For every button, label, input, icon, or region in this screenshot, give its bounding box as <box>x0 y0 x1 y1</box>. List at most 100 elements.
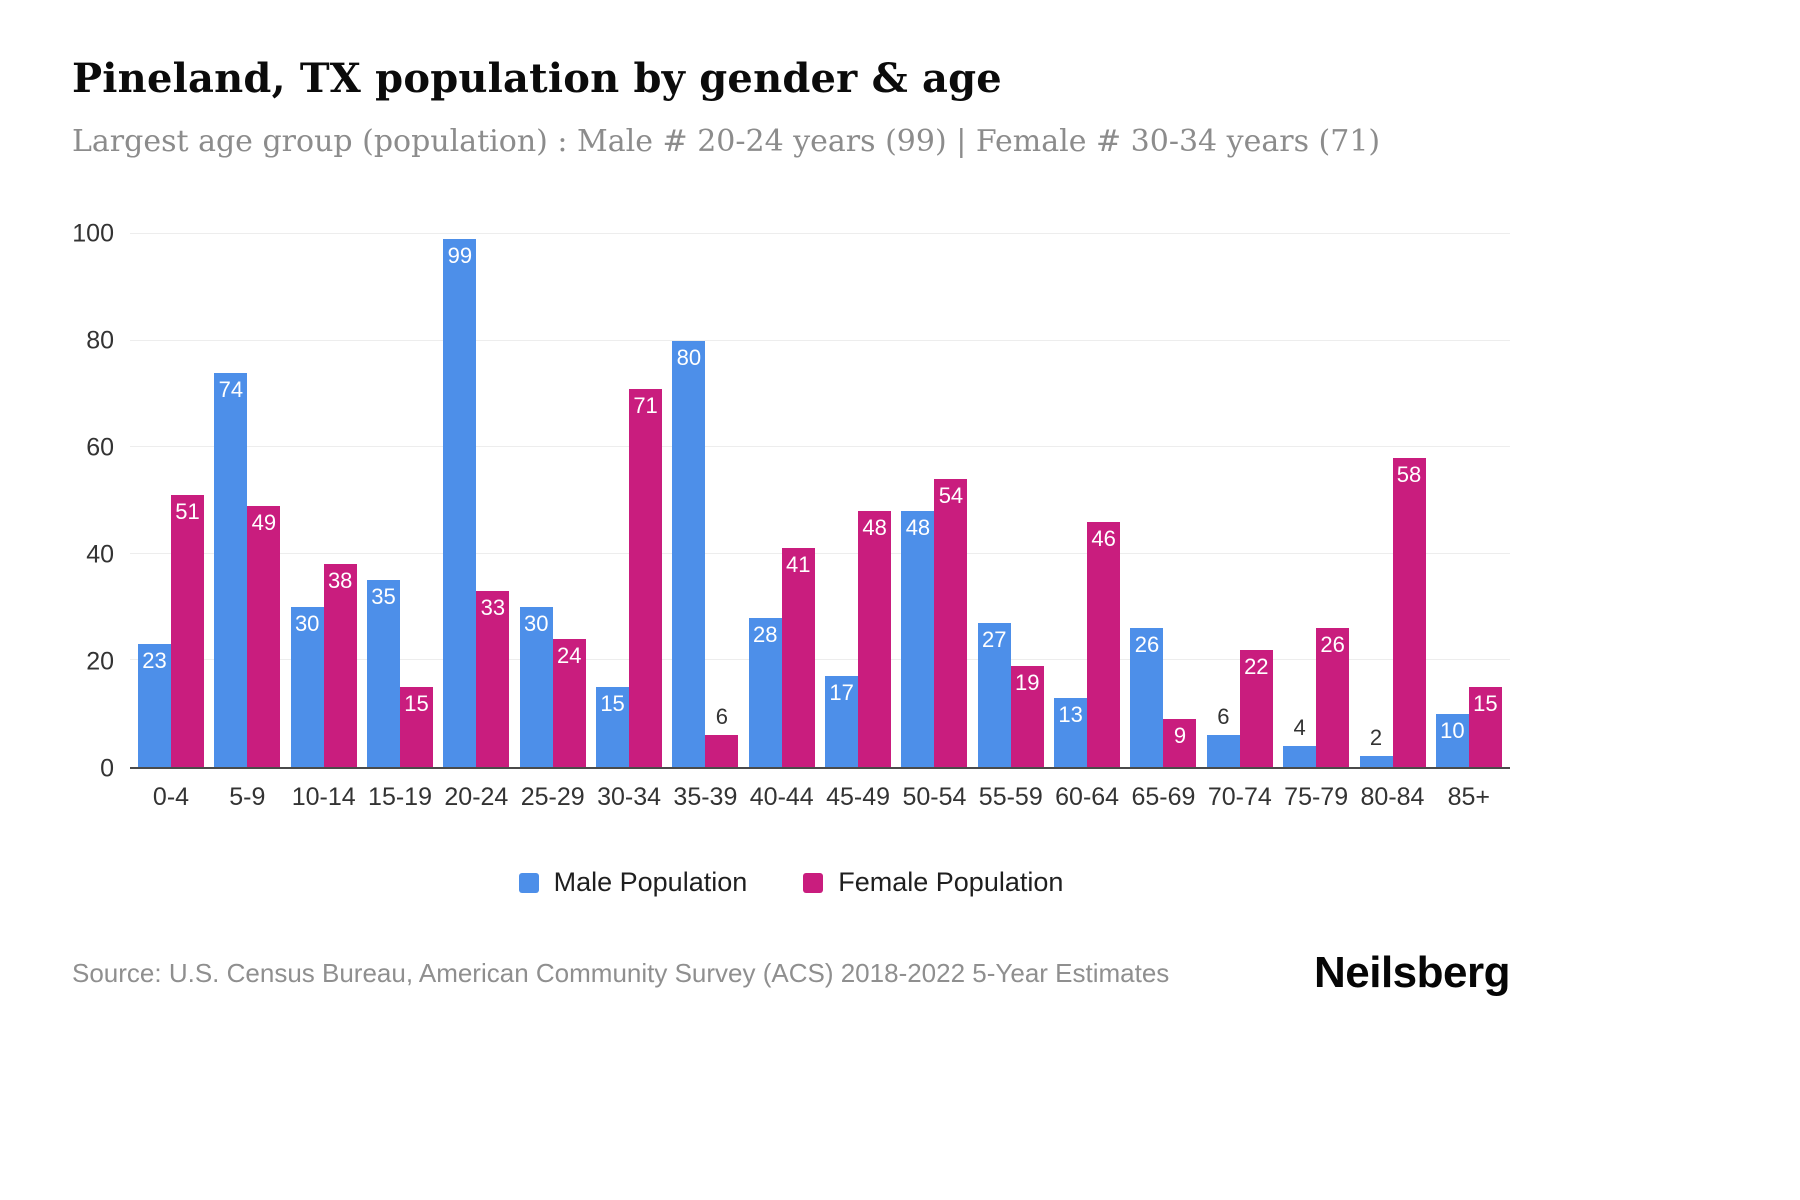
bar-groups: 23 51 74 49 30 38 35 15 99 33 30 24 15 71 80 6 28 41 17 48 4… <box>130 234 1510 767</box>
chart-title: Pineland, TX population by gender & age <box>72 55 1002 102</box>
x-axis: 0-4 5-9 10-14 15-19 20-24 25-29 30-34 35-39 40-4… <box>130 783 1510 812</box>
bar-group-25-29: 30 24 <box>519 234 586 767</box>
bar-value-label: 10 <box>1440 717 1465 743</box>
bar-value-label: 13 <box>1058 701 1083 727</box>
bar-chart: 0 20 40 60 80 100 23 51 74 49 30 38 35 15 99 33 30 24 15 7… <box>72 220 1510 812</box>
x-tick-75-79: 75-79 <box>1284 783 1349 811</box>
bar-female-60-64[interactable]: 46 <box>1087 521 1121 767</box>
bar-value-label: 48 <box>905 515 931 541</box>
bar-male-65-69[interactable]: 26 <box>1130 628 1164 767</box>
bar-female-75-79[interactable]: 26 <box>1316 628 1350 767</box>
bar-value-label: 51 <box>175 499 200 525</box>
bar-value-label: 26 <box>1134 632 1160 658</box>
bar-value-label: 24 <box>556 643 582 669</box>
bar-group-5-9: 74 49 <box>214 234 281 767</box>
legend-item-male-population[interactable]: Male Population <box>518 867 747 898</box>
bar-male-10-14[interactable]: 30 <box>290 607 324 767</box>
x-tick-70-74: 70-74 <box>1207 783 1272 811</box>
bar-group-85+: 10 15 <box>1435 234 1502 767</box>
bar-value-label: 19 <box>1015 669 1040 695</box>
plot-column: 23 51 74 49 30 38 35 15 99 33 30 24 15 71 80 6 28 41 17 48 4… <box>130 233 1510 812</box>
bar-female-70-74[interactable]: 22 <box>1239 649 1273 767</box>
x-tick-30-34: 30-34 <box>597 783 662 811</box>
bar-group-35-39: 80 6 <box>672 234 739 767</box>
bar-value-label: 46 <box>1091 525 1116 551</box>
bar-female-15-19[interactable]: 15 <box>400 687 434 767</box>
x-tick-0-4: 0-4 <box>152 783 190 811</box>
y-tick-0: 0 <box>100 754 114 783</box>
bar-value-label: 6 <box>1217 704 1230 730</box>
bar-value-label: 15 <box>1473 691 1498 717</box>
bar-male-60-64[interactable]: 13 <box>1054 697 1088 767</box>
y-tick-100: 100 <box>72 219 114 248</box>
bar-female-45-49[interactable]: 48 <box>858 511 892 767</box>
y-tick-80: 80 <box>86 326 114 355</box>
bar-female-5-9[interactable]: 49 <box>247 505 281 767</box>
bar-male-0-4[interactable]: 23 <box>138 644 171 767</box>
chart-subtitle: Largest age group (population) : Male # … <box>72 124 1381 159</box>
bar-value-label: 30 <box>294 611 320 637</box>
x-tick-85+: 85+ <box>1447 783 1491 811</box>
bar-male-5-9[interactable]: 74 <box>214 372 248 767</box>
x-tick-55-59: 55-59 <box>978 783 1043 811</box>
bar-value-label: 26 <box>1320 632 1345 658</box>
bar-male-25-29[interactable]: 30 <box>519 607 553 767</box>
gridline-60 <box>130 446 1510 448</box>
bar-male-30-34[interactable]: 15 <box>596 687 630 767</box>
bar-female-80-84[interactable]: 58 <box>1392 457 1426 767</box>
bar-group-20-24: 99 33 <box>443 234 510 767</box>
bar-female-0-4[interactable]: 51 <box>171 495 204 767</box>
bar-male-55-59[interactable]: 27 <box>977 623 1011 767</box>
bar-female-35-39[interactable]: 6 <box>705 706 739 767</box>
bar-male-70-74[interactable]: 6 <box>1206 706 1240 767</box>
bar-value-label: 48 <box>862 515 887 541</box>
bar-male-85+[interactable]: 10 <box>1435 713 1469 767</box>
bar-male-75-79[interactable]: 4 <box>1283 716 1317 767</box>
bar-value-label: 15 <box>404 691 429 717</box>
bar-female-50-54[interactable]: 54 <box>934 479 968 767</box>
bar-female-20-24[interactable]: 33 <box>476 591 510 767</box>
x-tick-65-69: 65-69 <box>1131 783 1196 811</box>
bar-group-75-79: 4 26 <box>1283 234 1350 767</box>
bar-group-10-14: 30 38 <box>290 234 357 767</box>
y-tick-40: 40 <box>86 540 114 569</box>
bar-group-70-74: 6 22 <box>1206 234 1273 767</box>
bar-value-label: 99 <box>447 243 473 269</box>
chart-page: Pineland, TX population by gender & age … <box>72 55 1511 998</box>
bar-group-50-54: 48 54 <box>901 234 968 767</box>
bar-female-85+[interactable]: 15 <box>1468 687 1502 767</box>
bar-value-label: 9 <box>1173 723 1187 749</box>
x-tick-35-39: 35-39 <box>673 783 738 811</box>
bar-female-30-34[interactable]: 71 <box>629 388 663 767</box>
bar-male-15-19[interactable]: 35 <box>367 580 401 767</box>
footer: Source: U.S. Census Bureau, American Com… <box>72 948 1511 998</box>
bar-value-label: 38 <box>327 568 353 594</box>
brand-logo: Neilsberg <box>1313 948 1511 997</box>
y-axis: 0 20 40 60 80 100 <box>72 220 130 783</box>
bar-female-25-29[interactable]: 24 <box>552 639 586 767</box>
bar-male-50-54[interactable]: 48 <box>901 511 935 767</box>
bar-female-65-69[interactable]: 9 <box>1163 719 1197 767</box>
bar-value-label: 4 <box>1293 714 1306 740</box>
source-note: Source: U.S. Census Bureau, American Com… <box>72 957 1170 988</box>
bar-value-label: 58 <box>1396 461 1422 487</box>
plot-area: 23 51 74 49 30 38 35 15 99 33 30 24 15 71 80 6 28 41 17 48 4… <box>130 233 1510 769</box>
x-tick-25-29: 25-29 <box>520 783 585 811</box>
bar-female-10-14[interactable]: 38 <box>323 564 357 767</box>
bar-male-35-39[interactable]: 80 <box>672 340 706 767</box>
bar-value-label: 49 <box>251 509 277 535</box>
x-tick-15-19: 15-19 <box>368 783 432 811</box>
bar-female-55-59[interactable]: 19 <box>1010 665 1044 767</box>
bar-male-45-49[interactable]: 17 <box>825 676 859 767</box>
bar-value-label: 23 <box>142 648 167 674</box>
gridline-20 <box>130 659 1510 661</box>
bar-male-40-44[interactable]: 28 <box>748 617 782 767</box>
y-tick-20: 20 <box>86 647 114 676</box>
bar-male-20-24[interactable]: 99 <box>443 239 477 767</box>
bar-value-label: 33 <box>480 595 506 621</box>
legend-item-female-population[interactable]: Female Population <box>803 867 1063 898</box>
bar-female-40-44[interactable]: 41 <box>781 548 815 767</box>
bar-male-80-84[interactable]: 2 <box>1359 727 1393 767</box>
bar-group-55-59: 27 19 <box>977 234 1044 767</box>
bar-group-60-64: 13 46 <box>1054 234 1121 767</box>
